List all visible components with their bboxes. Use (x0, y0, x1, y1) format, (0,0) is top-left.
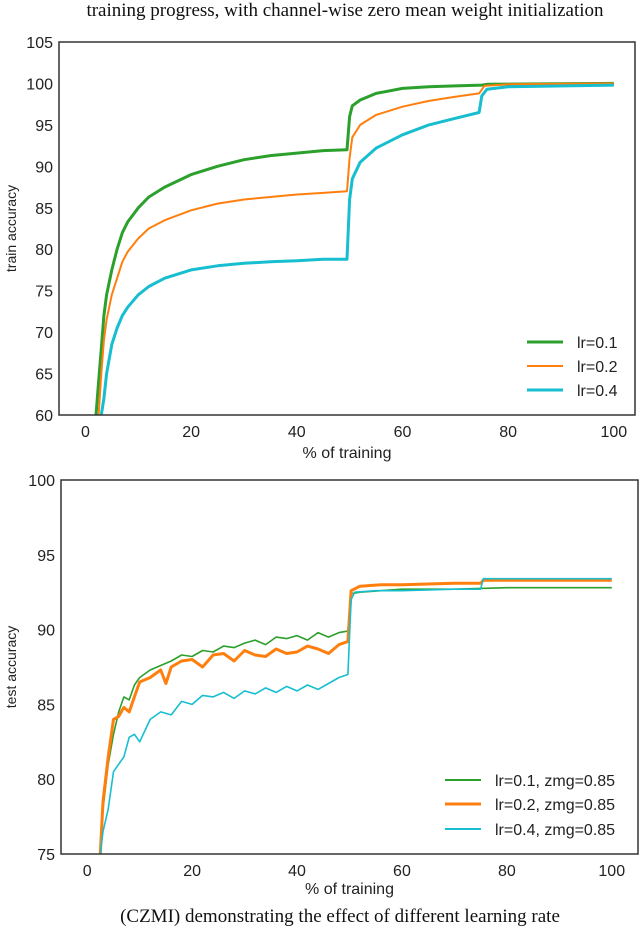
y-tick-label: 85 (35, 201, 53, 218)
series-line-lr-0-1-zmg-0-85 (99, 586, 612, 854)
legend-label: lr=0.1 (577, 335, 618, 352)
train-accuracy-plot: 0 20 40 60 80 100 60 65 70 75 80 85 90 95 100 105 % of t… (3, 35, 636, 462)
legend-label: lr=0.2 (577, 359, 618, 376)
y-tick-label: 95 (37, 548, 55, 565)
x-tick-label: 40 (288, 863, 306, 880)
y-axis-label: train accuracy (3, 185, 19, 272)
y-tick-label: 60 (35, 408, 53, 425)
legend: lr=0.1 lr=0.2 lr=0.4 (527, 335, 618, 400)
x-tick-label: 80 (498, 863, 516, 880)
legend-label: lr=0.1, zmg=0.85 (495, 773, 615, 790)
test-accuracy-plot: 0 20 40 60 80 100 75 80 85 90 95 100 % of training te… (3, 473, 639, 898)
y-tick-label: 80 (35, 242, 53, 259)
x-tick-label: 80 (499, 424, 517, 441)
y-tick-label: 75 (35, 284, 53, 301)
figure-title: training progress, with channel-wise zer… (86, 0, 604, 21)
plot-frame (58, 41, 636, 416)
y-tick-label: 90 (35, 159, 53, 176)
x-tick-label: 60 (394, 424, 412, 441)
x-tick-label: 40 (288, 424, 306, 441)
x-tick-label: 0 (83, 863, 92, 880)
y-tick-label: 100 (28, 473, 55, 490)
y-axis-label: test accuracy (3, 626, 19, 708)
x-tick-label: 20 (182, 424, 200, 441)
x-tick-label: 100 (598, 863, 625, 880)
legend-label: lr=0.2, zmg=0.85 (495, 797, 615, 814)
x-tick-label: 0 (81, 424, 90, 441)
x-axis-label: % of training (303, 445, 392, 462)
y-tick-label: 75 (37, 847, 55, 864)
y-tick-label: 100 (26, 76, 53, 93)
series-line-lr-0-1 (94, 81, 614, 415)
y-tick-label: 85 (37, 697, 55, 714)
series-line-lr-0-4-zmg-0-85 (99, 577, 612, 854)
legend-label: lr=0.4 (577, 383, 618, 400)
y-tick-label: 65 (35, 367, 53, 384)
series-line-lr-0-4 (99, 83, 614, 415)
legend: lr=0.1, zmg=0.85 lr=0.2, zmg=0.85 lr=0.4, … (445, 773, 615, 839)
y-tick-label: 95 (35, 118, 53, 135)
y-tick-label: 70 (35, 325, 53, 342)
legend-label: lr=0.4, zmg=0.85 (495, 822, 615, 839)
x-tick-label: 100 (601, 424, 628, 441)
y-tick-label: 105 (26, 35, 53, 52)
y-tick-label: 90 (37, 623, 55, 640)
plot-frame (60, 479, 639, 855)
series-line-lr-0-2-zmg-0-85 (98, 578, 612, 854)
figure-caption: (CZMI) demonstrating the effect of diffe… (120, 906, 560, 927)
series-line-lr-0-2 (97, 82, 614, 415)
x-tick-label: 20 (183, 863, 201, 880)
y-tick-label: 80 (37, 772, 55, 789)
x-axis-label: % of training (305, 881, 394, 898)
x-tick-label: 60 (393, 863, 411, 880)
